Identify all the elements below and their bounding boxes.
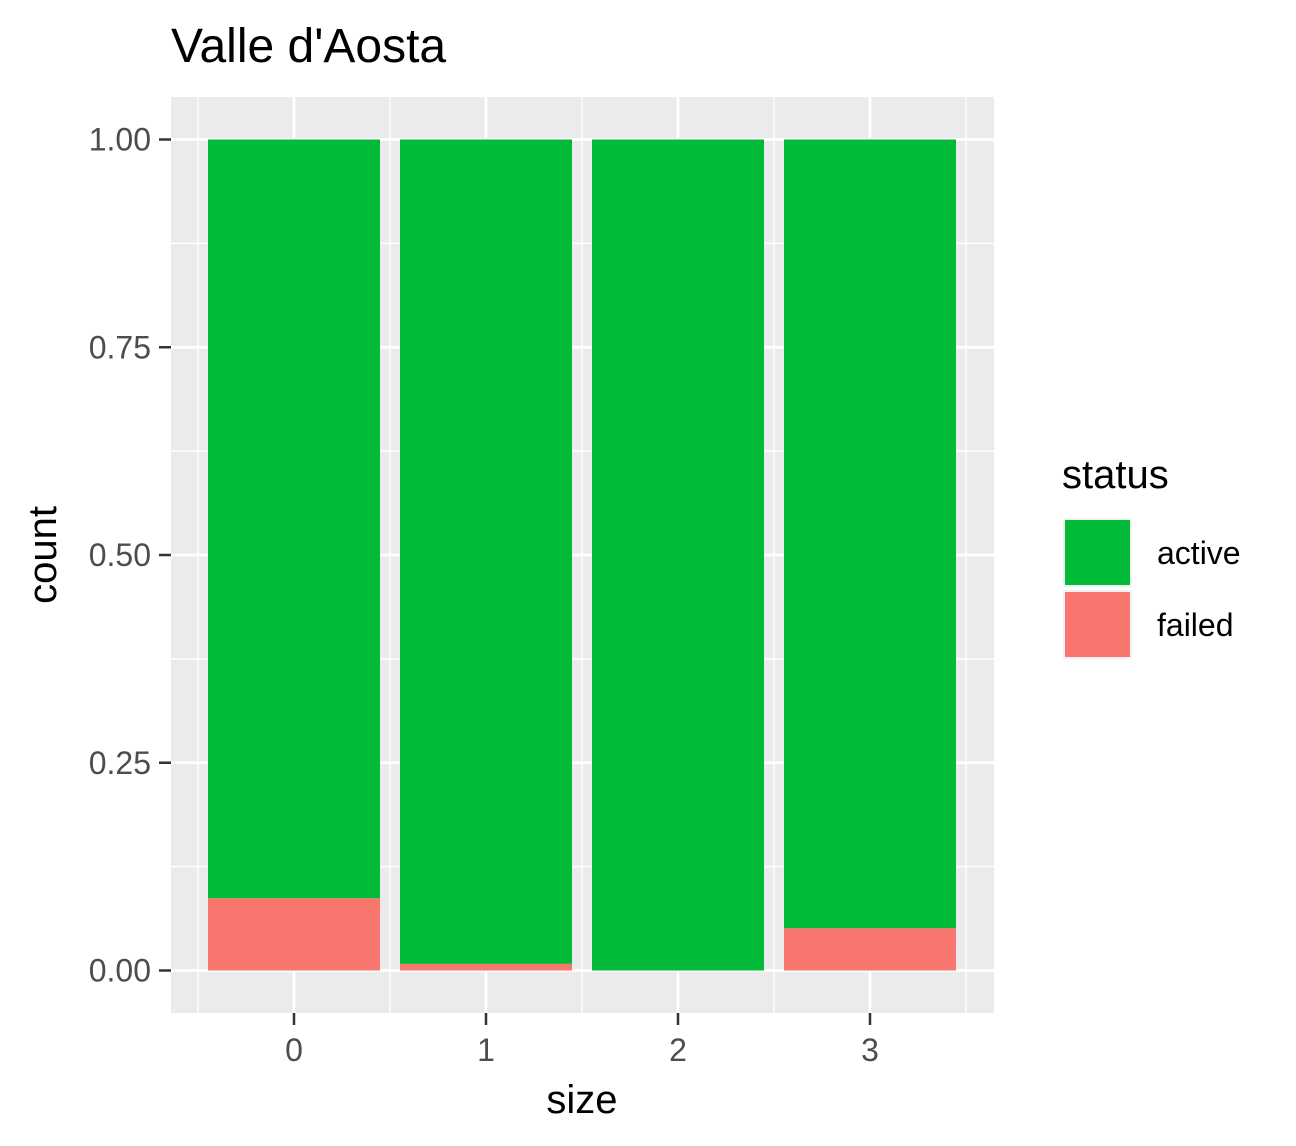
y-axis: 0.00 0.25 0.50 0.75 1.00 [89,122,171,989]
bar-active-1 [400,139,572,964]
x-tick-label: 2 [669,1032,687,1068]
y-tick-label: 0.75 [89,329,151,365]
x-tick-label: 0 [285,1032,303,1068]
y-tick-label: 1.00 [89,122,151,158]
legend-items: active failed [1063,518,1241,659]
chart-title: Valle d'Aosta [171,20,446,73]
x-tick-label: 1 [477,1032,495,1068]
bar-active-2 [592,139,764,971]
legend-swatch-failed [1065,592,1130,657]
legend-swatch-active [1065,520,1130,585]
x-axis: 0 1 2 3 [285,1013,879,1068]
bar-failed-1 [400,963,572,971]
x-axis-title: size [546,1078,617,1122]
y-tick-label: 0.50 [89,537,151,573]
y-axis-title: count [21,506,65,604]
bar-active-0 [208,139,380,899]
bar-failed-0 [208,898,380,971]
bar-active-3 [784,139,956,929]
bars [208,139,956,971]
y-tick-label: 0.25 [89,745,151,781]
y-tick-label: 0.00 [89,953,151,989]
legend: status active failed [1062,453,1241,659]
legend-title: status [1062,453,1169,497]
x-tick-label: 3 [861,1032,879,1068]
bar-failed-3 [784,928,956,971]
legend-label-active: active [1157,535,1241,571]
legend-label-failed: failed [1157,607,1234,643]
